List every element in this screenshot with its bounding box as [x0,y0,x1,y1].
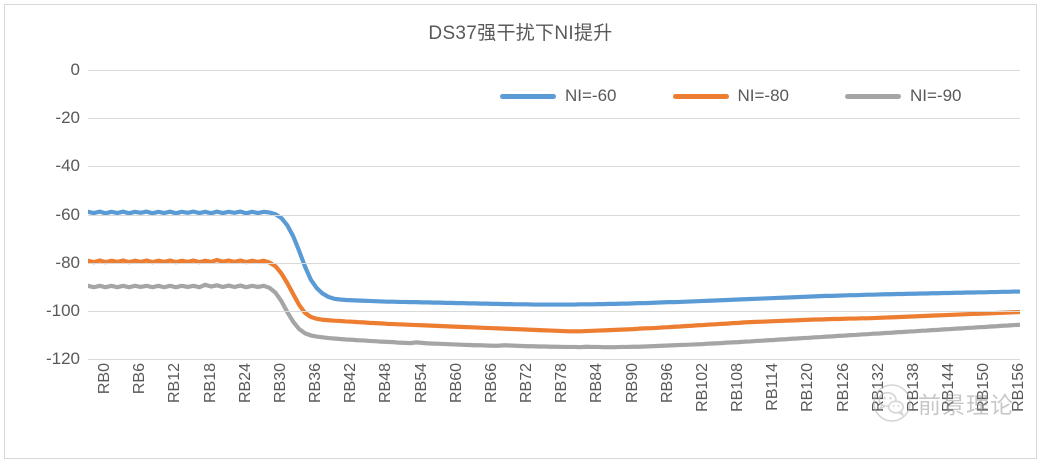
gridline [88,359,1020,360]
x-axis-tick-label: RB36 [307,363,325,404]
x-axis-tick-label: RB6 [131,363,149,395]
y-axis-tick-label: -40 [55,156,80,176]
legend-item[interactable]: NI=-60 [500,86,617,106]
legend-color-swatch [845,93,901,99]
x-axis-tick-label: RB120 [799,363,817,412]
x-axis-tick-label: RB90 [623,363,641,404]
x-axis-tick-label: RB60 [447,363,465,404]
gridline [88,118,1020,120]
x-axis-tick-label: RB72 [518,363,536,404]
series-line [88,282,1020,350]
y-axis-tick-label: -100 [45,300,80,320]
legend-color-swatch [500,93,556,99]
plot-area [88,70,1020,360]
x-axis-tick-label: RB84 [588,363,606,404]
gridline [88,310,1020,312]
x-axis-tick-label: RB108 [729,363,747,412]
x-axis-tick-label: RB96 [658,363,676,404]
x-axis-tick-label: RB150 [975,363,993,412]
x-axis-tick-label: RB42 [342,363,360,404]
y-axis-tick-label: -60 [55,204,80,224]
gridline [88,166,1020,168]
y-axis-tick-label: 0 [70,60,80,79]
chart-title: DS37强干扰下NI提升 [428,23,613,44]
x-axis-tick-label: RB132 [869,363,887,412]
legend-label: NI=-80 [737,86,790,105]
y-axis-tick-label: -20 [55,108,80,128]
x-axis-tick-label: RB54 [412,363,430,404]
x-axis-tick-label: RB30 [271,363,289,404]
x-axis-tick-label: RB138 [904,363,922,412]
gridline [88,214,1020,216]
series-line [88,257,1020,334]
x-axis-tick-label: RB12 [166,363,184,404]
x-axis-tick-label: RB48 [377,363,395,404]
x-axis-labels: RB0 RB6 RB12 RB18 RB24 RB30 RB36 RB42 RB48 RB54 RB… [88,363,1027,459]
x-axis-tick-label: RB0 [96,363,113,395]
x-axis-tick-label: RB144 [940,363,958,412]
x-axis-tick-label: RB102 [693,363,711,412]
legend-label: NI=-90 [910,86,962,105]
legend-label: NI=-60 [565,86,617,105]
x-axis-tick-label: RB24 [236,363,254,404]
x-axis-tick-label: RB114 [764,363,782,411]
x-axis-tick-label: RB126 [834,363,852,412]
x-axis-tick-label: RB66 [482,363,500,404]
legend-item[interactable]: NI=-90 [845,86,962,106]
y-axis-tick-label: -80 [55,252,80,272]
y-axis-labels: 0 -20 -40 -60 -80 -100 -120 [4,60,80,368]
series-line [88,209,1020,307]
x-axis-tick-label: RB18 [201,363,219,404]
gridline [88,70,1020,71]
y-axis-tick-label: -120 [45,349,80,368]
x-axis-tick-label: RB78 [553,363,571,404]
gridline [88,262,1020,264]
series-lines [88,209,1020,350]
legend-color-swatch [672,93,729,99]
x-axis-tick-label: RB156 [1010,363,1028,412]
legend-item[interactable]: NI=-80 [672,86,790,106]
chart-legend: NI=-60 NI=-80 NI=-90 [500,86,962,106]
